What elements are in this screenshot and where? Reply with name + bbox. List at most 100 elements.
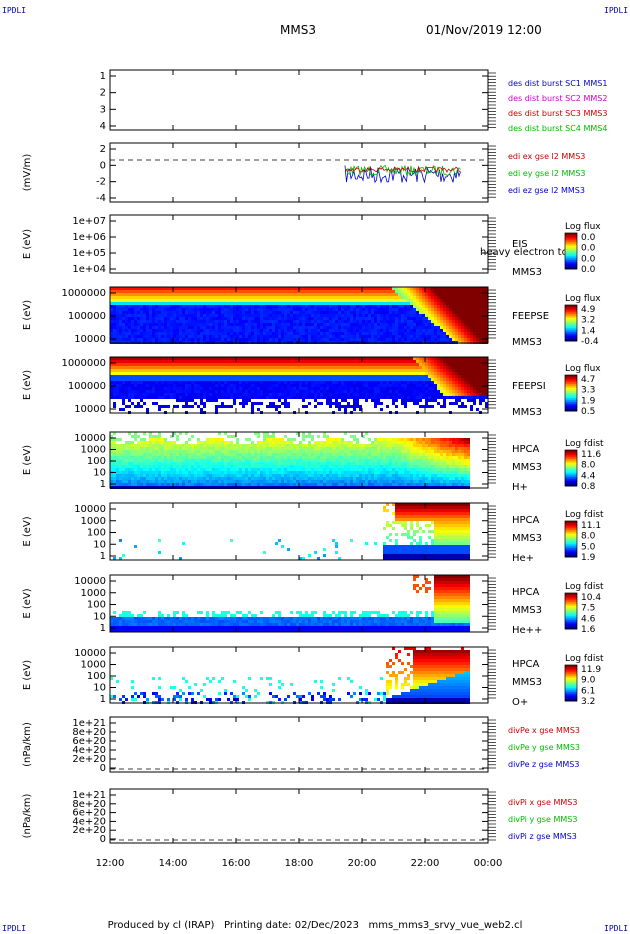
heatmap-cell <box>275 317 278 320</box>
heatmap-cell <box>299 357 302 360</box>
heatmap-cell <box>197 305 200 308</box>
heatmap-cell <box>236 302 239 305</box>
heatmap-cell <box>440 375 443 378</box>
heatmap-cell <box>308 293 311 296</box>
heatmap-cell <box>389 317 392 320</box>
heatmap-cell <box>311 393 314 396</box>
heatmap-cell <box>149 384 152 387</box>
heatmap-cell <box>407 357 410 360</box>
heatmap-cell <box>467 338 470 341</box>
heatmap-cell <box>116 329 119 332</box>
heatmap-cell <box>407 293 410 296</box>
heatmap-cell <box>110 296 113 299</box>
heatmap-cell <box>347 314 350 317</box>
heatmap-cell <box>260 308 263 311</box>
heatmap-cell <box>242 405 245 408</box>
heatmap-cell <box>155 366 158 369</box>
heatmap-cell <box>473 378 476 381</box>
heatmap-cell <box>449 290 452 293</box>
heatmap-cell <box>269 384 272 387</box>
heatmap-cell <box>131 444 134 447</box>
heatmap-cell <box>344 381 347 384</box>
heatmap-cell <box>116 465 119 468</box>
heatmap-cell <box>143 320 146 323</box>
heatmap-cell <box>347 360 350 363</box>
y-tick-label: 2 <box>100 88 106 99</box>
heatmap-cell <box>230 384 233 387</box>
heatmap-cell <box>212 363 215 366</box>
heatmap-cell <box>221 296 224 299</box>
heatmap-cell <box>338 393 341 396</box>
heatmap-cell <box>281 332 284 335</box>
heatmap-cell <box>236 299 239 302</box>
heatmap-cell <box>404 357 407 360</box>
heatmap-cell <box>146 290 149 293</box>
heatmap-cell <box>353 378 356 381</box>
heatmap-cell <box>275 378 278 381</box>
heatmap-cell <box>404 399 407 402</box>
heatmap-cell <box>362 357 365 360</box>
heatmap-cell <box>140 441 143 444</box>
heatmap-cell <box>281 357 284 360</box>
heatmap-cell <box>188 360 191 363</box>
heatmap-cell <box>461 384 464 387</box>
heatmap-cell <box>119 293 122 296</box>
heatmap-cell <box>149 450 152 453</box>
heatmap-cell <box>335 317 338 320</box>
heatmap-cell <box>464 390 467 393</box>
heatmap-cell <box>122 456 125 459</box>
heatmap-cell <box>314 302 317 305</box>
heatmap-cell <box>377 366 380 369</box>
heatmap-cell <box>245 360 248 363</box>
heatmap-cell <box>461 360 464 363</box>
heatmap-cell <box>284 384 287 387</box>
heatmap-cell <box>254 299 257 302</box>
heatmap-cell <box>143 438 146 441</box>
heatmap-cell <box>161 378 164 381</box>
heatmap-cell <box>413 293 416 296</box>
heatmap-cell <box>446 314 449 317</box>
heatmap-cell <box>176 381 179 384</box>
heatmap-cell <box>431 299 434 302</box>
heatmap-cell <box>470 363 473 366</box>
heatmap-cell <box>236 369 239 372</box>
heatmap-cell <box>191 363 194 366</box>
heatmap-cell <box>155 480 158 483</box>
heatmap-cell <box>308 378 311 381</box>
heatmap-cell <box>122 323 125 326</box>
heatmap-cell <box>296 290 299 293</box>
heatmap-cell <box>392 320 395 323</box>
heatmap-cell <box>266 390 269 393</box>
heatmap-cell <box>140 311 143 314</box>
heatmap-cell <box>296 326 299 329</box>
heatmap-cell <box>155 396 158 399</box>
heatmap-cell <box>140 329 143 332</box>
heatmap-cell <box>446 293 449 296</box>
heatmap-cell <box>116 393 119 396</box>
heatmap-cell <box>164 393 167 396</box>
heatmap-cell <box>281 369 284 372</box>
heatmap-cell <box>209 396 212 399</box>
heatmap-cell <box>335 360 338 363</box>
heatmap-cell <box>461 335 464 338</box>
heatmap-cell <box>179 329 182 332</box>
heatmap-cell <box>122 305 125 308</box>
heatmap-cell <box>122 308 125 311</box>
heatmap-cell <box>290 299 293 302</box>
heatmap-cell <box>272 326 275 329</box>
heatmap-cell <box>263 293 266 296</box>
heatmap-cell <box>134 381 137 384</box>
colorbar-step <box>565 391 577 394</box>
heatmap-cell <box>332 357 335 360</box>
heatmap-cell <box>311 363 314 366</box>
heatmap-cell <box>368 387 371 390</box>
heatmap-cell <box>158 465 161 468</box>
heatmap-cell <box>374 402 377 405</box>
heatmap-cell <box>293 302 296 305</box>
heatmap-cell <box>302 366 305 369</box>
heatmap-cell <box>191 311 194 314</box>
heatmap-cell <box>119 447 122 450</box>
heatmap-cell <box>416 387 419 390</box>
heatmap-cell <box>272 323 275 326</box>
colorbar-step <box>565 409 577 412</box>
